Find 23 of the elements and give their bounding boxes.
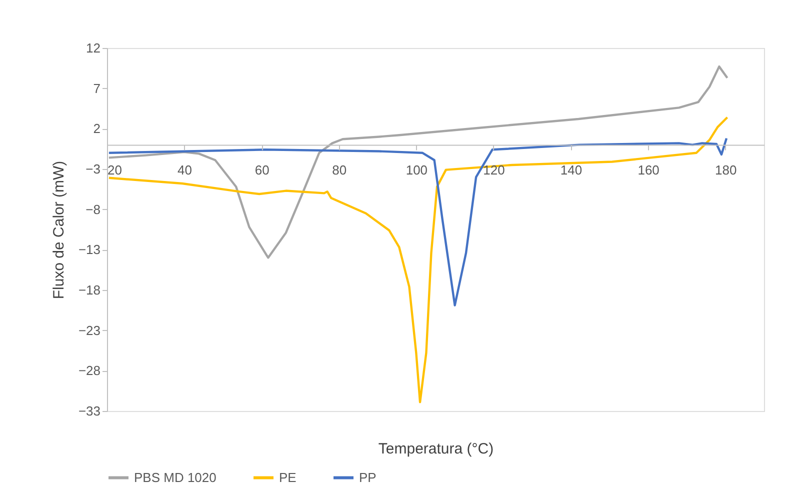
y-tick-label: −3 [86, 162, 100, 176]
x-tick-label: 80 [332, 162, 347, 178]
x-tick-label: 180 [715, 162, 737, 178]
y-tick-label: −13 [78, 242, 100, 258]
y-tick-label: 7 [93, 80, 100, 96]
y-axis-title: Fluxo de Calor (mW) [50, 160, 68, 300]
legend-label: PBS MD 1020 [134, 470, 216, 485]
y-tick-label: −23 [78, 322, 100, 338]
legend-label: PE [279, 470, 297, 485]
x-tick-label: 100 [406, 162, 428, 178]
y-tick-label: 12 [86, 40, 100, 56]
y-tick-label: −28 [78, 363, 100, 378]
x-tick-label: 140 [560, 162, 582, 178]
y-tick-label: −8 [86, 202, 100, 217]
legend-label: PP [359, 470, 376, 485]
y-tick-label: −33 [78, 404, 100, 418]
x-tick-label: 40 [178, 162, 192, 178]
x-tick-label: 60 [254, 162, 270, 178]
x-tick-label: 160 [638, 162, 660, 178]
y-tick-label: 2 [93, 121, 100, 136]
x-axis-title: Temperatura (°C) [378, 440, 494, 458]
x-tick-label: 20 [108, 162, 122, 178]
y-tick-label: −18 [78, 282, 100, 298]
